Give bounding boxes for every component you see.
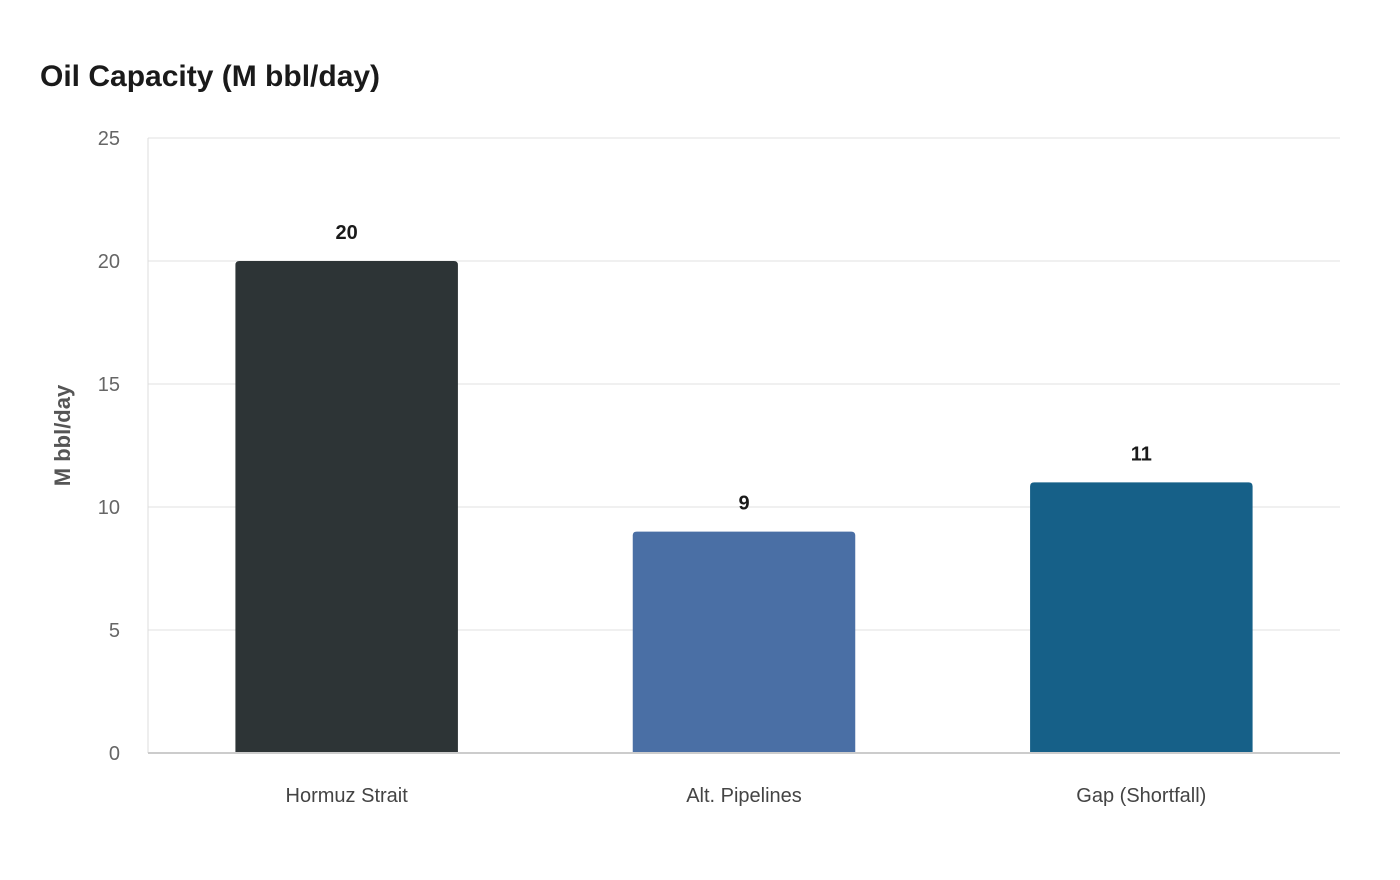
value-labels: 20 9 11 [336, 222, 1152, 515]
y-axis-ticks: 0 5 10 15 20 25 [98, 128, 120, 765]
y-tick-label: 5 [109, 620, 120, 642]
y-tick-label: 15 [98, 374, 120, 396]
x-tick-label: Hormuz Strait [286, 785, 409, 807]
bar-alt-pipelines [632, 531, 856, 753]
y-tick-label: 20 [98, 251, 120, 273]
data-label: 9 [738, 493, 749, 515]
y-tick-label: 10 [98, 497, 120, 519]
chart-title: Oil Capacity (M bbl/day) [40, 60, 381, 93]
data-label: 20 [336, 222, 358, 244]
bars [235, 261, 1253, 753]
bar-gap-shortfall [1030, 482, 1253, 753]
y-axis-title: M bbl/day [50, 384, 75, 486]
data-label: 11 [1131, 443, 1152, 465]
x-tick-label: Alt. Pipelines [686, 785, 802, 807]
bar-hormuz-strait [235, 261, 458, 753]
y-tick-label: 0 [109, 743, 120, 765]
x-tick-label: Gap (Shortfall) [1076, 785, 1206, 807]
x-axis-categories: Hormuz Strait Alt. Pipelines Gap (Shortfal… [286, 785, 1207, 807]
y-tick-label: 25 [98, 128, 120, 150]
